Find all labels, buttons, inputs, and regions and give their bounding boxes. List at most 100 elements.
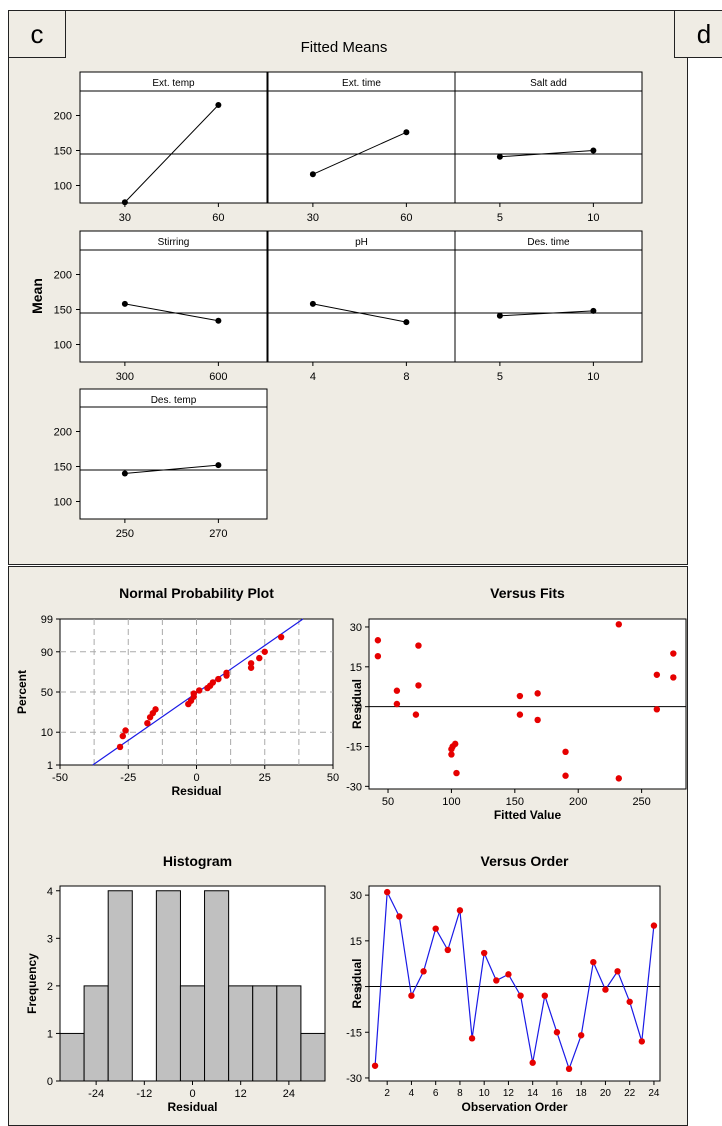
x-tick-label: 150	[506, 796, 524, 808]
x-tick-label: 2	[384, 1088, 390, 1099]
x-tick-label: -50	[52, 772, 68, 784]
facet-title: Des. temp	[151, 395, 197, 406]
x-tick-label: 12	[235, 1088, 247, 1100]
y-tick-label: 99	[41, 614, 53, 626]
data-point	[396, 913, 403, 920]
x-tick-label: 10	[587, 212, 599, 224]
data-point	[468, 1035, 476, 1042]
data-point	[638, 1038, 646, 1045]
data-point	[615, 621, 622, 628]
data-point	[119, 732, 126, 740]
histogram-bar	[276, 985, 302, 1082]
y-tick-label: 2	[47, 981, 53, 993]
x-tick-label: -12	[136, 1088, 152, 1100]
means-line	[124, 104, 219, 203]
histogram-bar	[83, 985, 109, 1082]
x-tick-label: 6	[433, 1088, 439, 1099]
data-point	[453, 769, 460, 777]
data-point	[247, 664, 255, 671]
x-tick-label: 30	[119, 212, 131, 224]
panel-label-d: d	[674, 10, 722, 58]
histogram-bar	[300, 1032, 326, 1082]
y-axis-label: Frequency	[25, 953, 39, 1014]
y-tick-label: 15	[350, 662, 362, 674]
data-point	[223, 669, 230, 676]
chart-title: Versus Fits	[490, 585, 565, 601]
histogram-bar	[59, 1032, 85, 1082]
data-point	[517, 992, 524, 999]
data-point	[261, 648, 268, 655]
mean-point	[309, 300, 316, 307]
y-tick-label: 4	[47, 886, 53, 898]
x-tick-label: 60	[212, 212, 224, 224]
mean-point	[121, 199, 128, 206]
y-tick-label: -15	[346, 742, 362, 754]
x-tick-label: 0	[189, 1088, 195, 1100]
facet-frame	[267, 71, 456, 204]
data-point	[493, 977, 500, 984]
y-tick-label: 150	[54, 462, 72, 474]
mean-point	[215, 102, 222, 108]
y-tick-label: 0	[356, 702, 362, 714]
data-point	[412, 711, 420, 718]
y-axis-label: Mean	[29, 278, 45, 314]
x-tick-label: -25	[120, 772, 136, 784]
data-point	[562, 772, 569, 779]
x-tick-label: 12	[503, 1088, 515, 1099]
data-point	[653, 671, 661, 678]
x-tick-label: 50	[382, 796, 394, 808]
means-line	[499, 150, 594, 158]
data-point	[602, 986, 609, 993]
mean-point	[403, 129, 410, 136]
x-tick-label: 50	[327, 772, 339, 784]
data-point	[247, 660, 255, 667]
data-point	[615, 775, 622, 782]
data-point	[408, 992, 415, 999]
x-tick-label: 16	[551, 1088, 563, 1099]
x-axis-label: Residual	[171, 784, 221, 798]
y-tick-label: 200	[54, 427, 72, 439]
y-tick-label: 200	[54, 270, 72, 282]
y-tick-label: -30	[346, 781, 362, 793]
histogram-bar	[107, 890, 133, 1082]
facet-title: pH	[355, 237, 368, 248]
x-tick-label: 300	[116, 371, 134, 383]
y-tick-label: -30	[346, 1073, 362, 1085]
mean-point	[121, 470, 128, 477]
means-line	[499, 310, 594, 317]
y-tick-label: 0	[356, 982, 362, 994]
mean-point	[121, 300, 128, 307]
x-axis-label: Fitted Value	[494, 808, 562, 822]
data-point	[383, 888, 391, 896]
data-point	[534, 716, 541, 724]
data-point	[562, 748, 569, 756]
histogram-bar	[252, 985, 278, 1082]
data-point	[209, 679, 217, 686]
y-tick-label: 50	[41, 687, 53, 699]
data-point	[116, 743, 124, 751]
chart-title: Versus Order	[481, 853, 569, 869]
mean-point	[215, 462, 222, 469]
facet-title: Des. time	[527, 237, 570, 248]
data-point	[529, 1059, 536, 1066]
x-tick-label: 4	[310, 371, 316, 383]
data-point	[196, 687, 203, 694]
means-line	[312, 303, 407, 323]
data-point	[393, 700, 401, 708]
y-tick-label: 30	[350, 890, 362, 902]
plot-frame	[368, 618, 687, 790]
y-tick-label: 1	[47, 760, 53, 772]
histogram-bar	[179, 985, 206, 1082]
data-point	[626, 998, 633, 1005]
data-point	[415, 642, 422, 649]
y-tick-label: 90	[41, 647, 53, 659]
data-point	[653, 706, 661, 713]
chart-title: Fitted Means	[301, 39, 388, 56]
y-tick-label: 3	[47, 933, 53, 945]
means-line	[312, 131, 407, 175]
facet-frame	[454, 230, 643, 363]
x-tick-label: 250	[116, 528, 134, 540]
facet-frame	[79, 388, 268, 520]
data-point	[420, 968, 427, 975]
